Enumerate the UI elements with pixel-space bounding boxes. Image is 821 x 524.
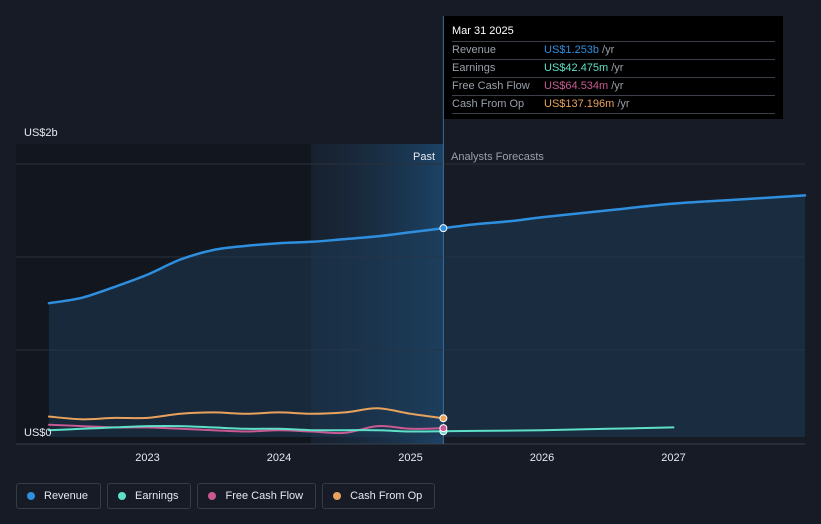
marker-cash-from-op bbox=[439, 414, 448, 423]
tooltip-unit: /yr bbox=[611, 62, 624, 74]
x-tick-label: 2027 bbox=[661, 452, 685, 464]
tooltip-unit: /yr bbox=[611, 80, 624, 92]
legend-label: Revenue bbox=[44, 490, 89, 502]
tooltip-label: Earnings bbox=[452, 62, 496, 74]
legend-label: Earnings bbox=[135, 490, 179, 502]
tooltip: Mar 31 2025 Revenue US$1.253b /yr Earnin… bbox=[444, 16, 783, 119]
revenue-area bbox=[48, 195, 805, 437]
tooltip-markers bbox=[439, 224, 448, 436]
legend-dot-icon bbox=[118, 492, 127, 500]
past-label: Past bbox=[413, 151, 435, 163]
tooltip-value: US$42.475m bbox=[544, 62, 609, 74]
tooltip-date: Mar 31 2025 bbox=[452, 23, 775, 42]
tooltip-label: Free Cash Flow bbox=[452, 80, 530, 92]
tooltip-row-cash-from-op: Cash From Op US$137.196m /yr bbox=[452, 96, 775, 114]
series-line-cash-from-op bbox=[47, 407, 445, 421]
tooltip-label: Cash From Op bbox=[452, 98, 525, 110]
x-tick-label: 2023 bbox=[135, 452, 159, 464]
legend-dot-icon bbox=[208, 492, 217, 500]
tooltip-row-earnings: Earnings US$42.475m /yr bbox=[452, 60, 775, 78]
x-tick-label: 2026 bbox=[530, 452, 554, 464]
tooltip-unit: /yr bbox=[602, 44, 615, 56]
legend-dot-icon bbox=[27, 492, 35, 500]
series-line-revenue bbox=[47, 194, 807, 305]
tooltip-row-revenue: Revenue US$1.253b /yr bbox=[452, 42, 775, 60]
tooltip-row-free-cash-flow: Free Cash Flow US$64.534m /yr bbox=[452, 78, 775, 96]
legend-item-revenue[interactable]: Revenue bbox=[16, 483, 102, 509]
y-axis-top-label: US$2b bbox=[24, 127, 58, 139]
marker-free-cash-flow bbox=[439, 424, 448, 433]
legend-label: Free Cash Flow bbox=[225, 490, 304, 502]
legend-item-earnings[interactable]: Earnings bbox=[107, 483, 192, 509]
legend-dot-icon bbox=[333, 492, 342, 500]
tooltip-value: US$64.534m bbox=[544, 80, 609, 92]
tooltip-label: Revenue bbox=[452, 44, 497, 56]
tooltip-unit: /yr bbox=[617, 98, 630, 110]
tooltip-value: US$137.196m bbox=[544, 98, 615, 110]
y-axis-bottom-label: US$0 bbox=[24, 427, 52, 439]
tooltip-value: US$1.253b bbox=[544, 44, 600, 56]
x-tick-label: 2025 bbox=[398, 452, 422, 464]
legend-item-cash-from-op[interactable]: Cash From Op bbox=[322, 483, 436, 509]
legend-label: Cash From Op bbox=[350, 490, 423, 502]
forecast-label: Analysts Forecasts bbox=[451, 151, 544, 163]
legend-item-free-cash-flow[interactable]: Free Cash Flow bbox=[197, 483, 317, 509]
x-axis-ticks: 2023 2024 2025 2026 2027 bbox=[135, 452, 685, 464]
legend: Revenue Earnings Free Cash Flow Cash Fro… bbox=[16, 483, 436, 511]
series-lines bbox=[47, 194, 807, 435]
marker-revenue bbox=[439, 224, 448, 233]
x-tick-label: 2024 bbox=[267, 452, 291, 464]
series-line-earnings bbox=[47, 424, 675, 433]
